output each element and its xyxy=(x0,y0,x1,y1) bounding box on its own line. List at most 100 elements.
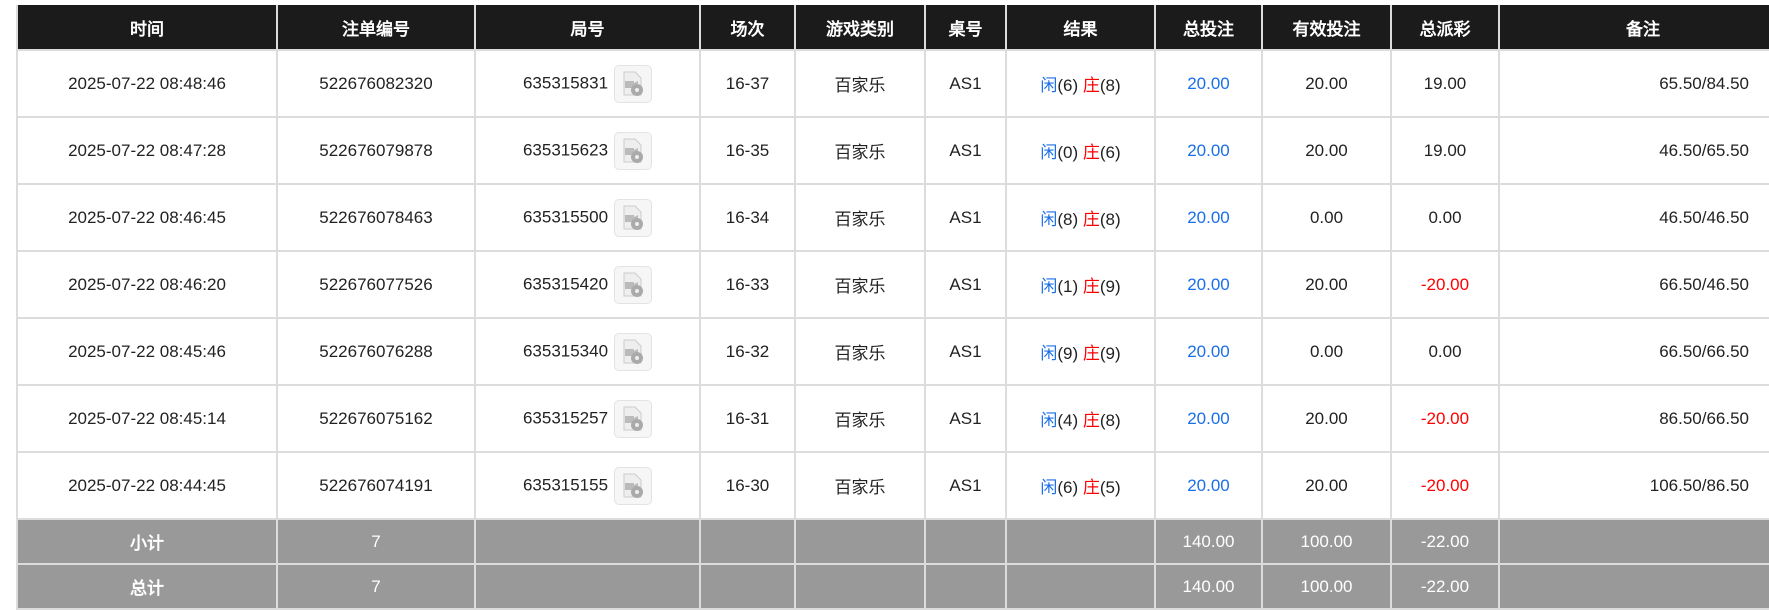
total-bet-cell: 20.00 xyxy=(1154,317,1263,386)
valid-bet-cell: 20.00 xyxy=(1261,49,1392,118)
banker-points: (6) xyxy=(1099,143,1121,162)
payout-cell: 0.00 xyxy=(1390,317,1500,386)
banker-label: 庄 xyxy=(1082,478,1100,497)
column-header[interactable]: 结果 xyxy=(1005,5,1156,51)
remark-cell: 66.50/46.50 xyxy=(1498,250,1769,319)
session-cell: 16-33 xyxy=(699,250,796,319)
table-row: 2025-07-22 08:45:14 522676075162 6353152… xyxy=(16,384,1769,453)
table-id-cell: AS1 xyxy=(924,451,1007,520)
valid-bet-cell: 20.00 xyxy=(1261,384,1392,453)
remark-cell: 46.50/46.50 xyxy=(1498,183,1769,252)
total-valid: 100.00 xyxy=(1261,563,1392,610)
video-replay-icon[interactable] xyxy=(614,131,653,170)
round-id: 635315340 xyxy=(522,340,609,360)
column-header[interactable]: 场次 xyxy=(699,5,796,51)
payout-cell: -20.00 xyxy=(1390,250,1500,319)
total-bet: 140.00 xyxy=(1154,563,1263,610)
banker-label: 庄 xyxy=(1082,143,1100,162)
player-points: (6) xyxy=(1057,76,1079,95)
subtotal-bet: 140.00 xyxy=(1154,518,1263,565)
order-id-cell: 522676076288 xyxy=(276,317,476,386)
remark-cell: 65.50/84.50 xyxy=(1498,49,1769,118)
column-header[interactable]: 时间 xyxy=(16,5,278,51)
video-replay-icon[interactable] xyxy=(614,265,653,304)
subtotal-label: 小计 xyxy=(16,518,278,565)
column-header[interactable]: 局号 xyxy=(474,5,701,51)
column-header[interactable]: 游戏类别 xyxy=(794,5,926,51)
banker-points: (5) xyxy=(1099,478,1121,497)
total-bet-cell: 20.00 xyxy=(1154,116,1263,185)
table-row: 2025-07-22 08:46:20 522676077526 6353154… xyxy=(16,250,1769,319)
column-header[interactable]: 总投注 xyxy=(1154,5,1263,51)
round-id: 635315831 xyxy=(522,72,609,92)
round-cell: 635315420 xyxy=(474,250,701,319)
column-header[interactable]: 总派彩 xyxy=(1390,5,1500,51)
result-cell: 闲(6) 庄(5) xyxy=(1005,451,1156,520)
table-id-cell: AS1 xyxy=(924,49,1007,118)
total-label: 总计 xyxy=(16,563,278,610)
player-label: 闲 xyxy=(1040,344,1058,363)
column-header[interactable]: 备注 xyxy=(1498,5,1769,51)
table-id-cell: AS1 xyxy=(924,183,1007,252)
total-bet-cell: 20.00 xyxy=(1154,49,1263,118)
table-row: 2025-07-22 08:45:46 522676076288 6353153… xyxy=(16,317,1769,386)
column-header[interactable]: 桌号 xyxy=(924,5,1007,51)
video-replay-icon[interactable] xyxy=(614,332,653,371)
game-type-cell: 百家乐 xyxy=(794,183,926,252)
round-cell: 635315257 xyxy=(474,384,701,453)
session-cell: 16-35 xyxy=(699,116,796,185)
round-cell: 635315155 xyxy=(474,451,701,520)
player-points: (0) xyxy=(1057,143,1079,162)
session-cell: 16-32 xyxy=(699,317,796,386)
player-points: (6) xyxy=(1057,478,1079,497)
column-header[interactable]: 注单编号 xyxy=(276,5,476,51)
order-id-cell: 522676075162 xyxy=(276,384,476,453)
video-replay-icon[interactable] xyxy=(614,399,653,438)
result-cell: 闲(0) 庄(6) xyxy=(1005,116,1156,185)
banker-label: 庄 xyxy=(1082,210,1100,229)
banker-label: 庄 xyxy=(1082,344,1100,363)
player-label: 闲 xyxy=(1040,143,1058,162)
player-label: 闲 xyxy=(1040,210,1058,229)
payout-cell: 19.00 xyxy=(1390,49,1500,118)
banker-points: (9) xyxy=(1099,344,1121,363)
subtotal-payout: -22.00 xyxy=(1390,518,1500,565)
bet-records-table: 时间 注单编号 局号 场次 游戏类别 桌号 结果 总投注 有效投注 总派彩 备注 2025-07-2… xyxy=(16,5,1769,610)
table-id-cell: AS1 xyxy=(924,317,1007,386)
table-id-cell: AS1 xyxy=(924,116,1007,185)
video-replay-icon[interactable] xyxy=(614,64,653,103)
game-type-cell: 百家乐 xyxy=(794,250,926,319)
time-cell: 2025-07-22 08:46:45 xyxy=(16,183,278,252)
total-bet-cell: 20.00 xyxy=(1154,384,1263,453)
game-type-cell: 百家乐 xyxy=(794,451,926,520)
column-header[interactable]: 有效投注 xyxy=(1261,5,1392,51)
total-row: 总计 7 140.00 100.00 -22.00 xyxy=(16,563,1769,610)
player-points: (9) xyxy=(1057,344,1079,363)
valid-bet-cell: 20.00 xyxy=(1261,116,1392,185)
order-id-cell: 522676074191 xyxy=(276,451,476,520)
banker-points: (8) xyxy=(1099,210,1121,229)
result-cell: 闲(4) 庄(8) xyxy=(1005,384,1156,453)
order-id-cell: 522676079878 xyxy=(276,116,476,185)
total-count: 7 xyxy=(276,563,476,610)
banker-label: 庄 xyxy=(1082,277,1100,296)
player-points: (4) xyxy=(1057,411,1079,430)
session-cell: 16-30 xyxy=(699,451,796,520)
time-cell: 2025-07-22 08:45:14 xyxy=(16,384,278,453)
total-payout: -22.00 xyxy=(1390,563,1500,610)
table-header: 时间 注单编号 局号 场次 游戏类别 桌号 结果 总投注 有效投注 总派彩 备注 xyxy=(16,5,1769,51)
time-cell: 2025-07-22 08:45:46 xyxy=(16,317,278,386)
payout-cell: 0.00 xyxy=(1390,183,1500,252)
result-cell: 闲(8) 庄(8) xyxy=(1005,183,1156,252)
table-row: 2025-07-22 08:48:46 522676082320 6353158… xyxy=(16,49,1769,118)
round-cell: 635315340 xyxy=(474,317,701,386)
video-replay-icon[interactable] xyxy=(614,198,653,237)
round-cell: 635315831 xyxy=(474,49,701,118)
game-type-cell: 百家乐 xyxy=(794,49,926,118)
video-replay-icon[interactable] xyxy=(614,466,653,505)
remark-cell: 66.50/66.50 xyxy=(1498,317,1769,386)
table-row: 2025-07-22 08:47:28 522676079878 6353156… xyxy=(16,116,1769,185)
table-id-cell: AS1 xyxy=(924,250,1007,319)
session-cell: 16-31 xyxy=(699,384,796,453)
valid-bet-cell: 20.00 xyxy=(1261,250,1392,319)
